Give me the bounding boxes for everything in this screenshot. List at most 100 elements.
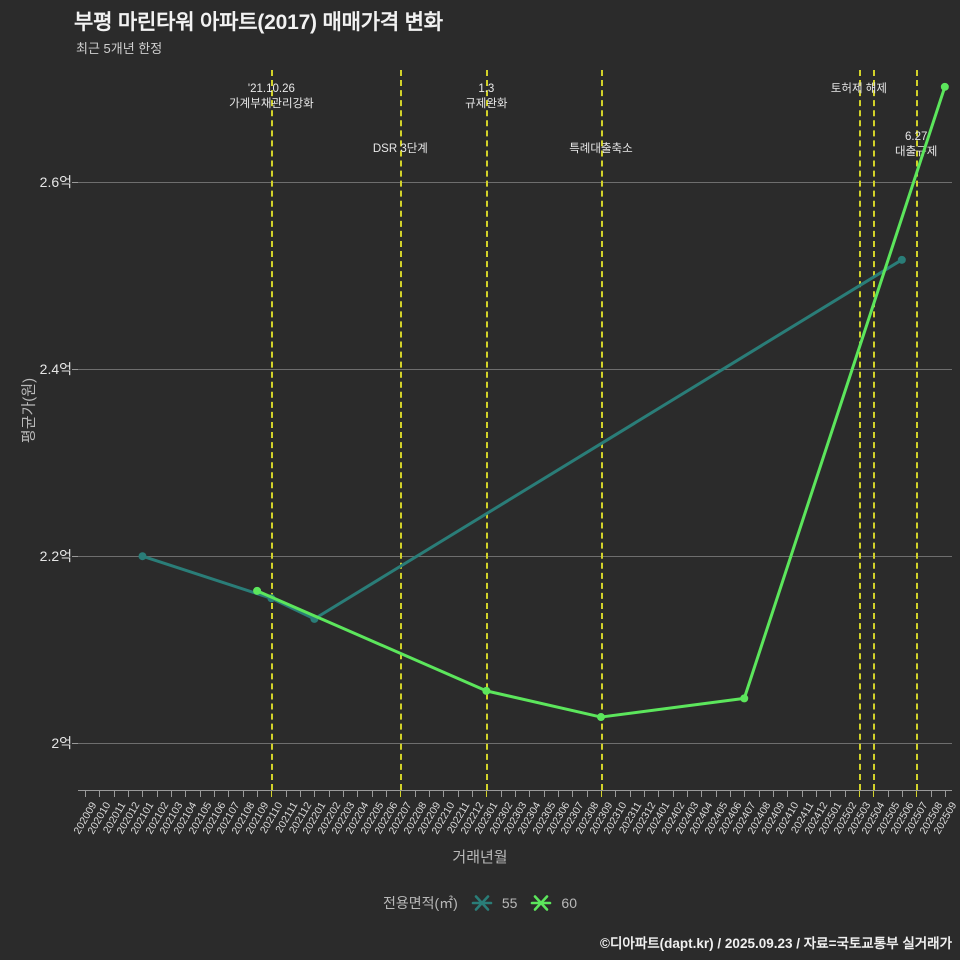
event-annotation: 토허제 해제 [831, 82, 887, 97]
y-axis-tick-label: 2.4억 [39, 361, 72, 378]
x-axis-tick-mark [600, 791, 602, 797]
x-axis-title: 거래년월 [452, 849, 508, 866]
x-axis-tick-mark [314, 791, 316, 797]
event-annotation-label: 토허제 해제 [830, 83, 887, 95]
x-axis-tick-mark [815, 791, 817, 797]
x-axis-tick-mark [658, 791, 660, 797]
x-axis-tick-mark [672, 791, 674, 797]
x-axis-tick-mark [500, 791, 502, 797]
event-annotation-label: 가계부채관리강화 [229, 98, 314, 110]
event-line [271, 70, 274, 790]
gridline [78, 556, 952, 558]
asterisk-icon-60 [531, 895, 552, 911]
legend-item-55[interactable]: 55 [471, 893, 518, 913]
footer-credit: ©디아파트(dapt.kr) / 2025.09.23 / 자료=국토교통부 실… [600, 936, 952, 951]
x-axis-tick-mark [930, 791, 932, 797]
series-line-60 [255, 85, 947, 719]
x-axis-tick-mark [729, 791, 731, 797]
x-axis-tick-mark [400, 791, 402, 797]
x-axis-tick-mark [830, 791, 832, 797]
x-axis-tick-mark [228, 791, 230, 797]
data-point-60[interactable] [482, 686, 491, 695]
x-axis-tick-mark [457, 791, 459, 797]
x-axis-tick-mark [758, 791, 760, 797]
x-axis-tick-mark [801, 791, 803, 797]
event-annotation: 1.3 규제완화 [465, 82, 507, 112]
x-axis-tick-mark [199, 791, 201, 797]
x-axis-tick-mark [285, 791, 287, 797]
legend-label-55: 55 [501, 895, 518, 911]
x-axis-tick-mark [529, 791, 531, 797]
x-axis-tick-mark [772, 791, 774, 797]
x-axis-tick-mark [586, 791, 588, 797]
data-point-60[interactable] [253, 586, 262, 595]
event-annotation-label: DSR 3단계 [372, 143, 428, 155]
x-axis-tick-mark [128, 791, 130, 797]
y-axis-ticks: 2억 2.2억 2.4억 2.6억 [0, 70, 960, 790]
gridline [78, 182, 952, 184]
x-axis-tick-mark [944, 791, 946, 797]
x-axis-tick-mark [787, 791, 789, 797]
series-line-55 [140, 258, 904, 621]
legend-label-60: 60 [561, 895, 577, 911]
x-axis-tick-mark [844, 791, 846, 797]
event-annotation: '21.10.26 가계부채관리강화 [229, 82, 314, 112]
event-annotation-label: 대출규제 [895, 146, 938, 158]
data-point-55[interactable] [138, 552, 147, 561]
x-axis-tick-mark [515, 791, 516, 797]
x-axis-tick-mark [629, 791, 631, 797]
y-axis-tick-label: 2.6억 [39, 174, 72, 191]
x-axis-tick-mark [543, 791, 545, 797]
x-axis-tick-mark [85, 791, 87, 797]
gridline [78, 369, 952, 371]
x-axis-tick-mark [357, 791, 359, 797]
event-annotation: DSR 3단계 [373, 142, 428, 157]
event-line [600, 70, 603, 790]
event-annotation-date: 6.27 [904, 131, 928, 143]
page-title: 부평 마린타워 아파트(2017) 매매가격 변화 [74, 11, 443, 34]
event-annotation-date: 1.3 [478, 83, 495, 95]
x-axis-tick-mark [156, 791, 158, 797]
legend-item-60[interactable]: 60 [530, 893, 577, 913]
x-axis-tick-mark [916, 791, 918, 797]
legend: 전용면적(㎡) 55 60 [0, 893, 960, 913]
event-line [486, 70, 489, 790]
x-axis-tick-mark [643, 791, 645, 797]
x-axis-tick-mark [858, 791, 860, 797]
event-line [400, 70, 403, 790]
plot-area: '21.10.26 가계부채관리강화 DSR 3단계 1.3 규제완화 특례대출축소 토허제… [78, 70, 952, 790]
x-axis-tick-mark [557, 791, 559, 797]
x-axis-line [78, 790, 952, 791]
data-point-60[interactable] [596, 713, 605, 722]
x-axis-tick-mark [472, 791, 474, 797]
x-axis-tick-mark [371, 791, 373, 797]
x-axis-tick-mark [615, 791, 617, 797]
legend-title: 전용면적(㎡) [382, 895, 458, 911]
data-point-55[interactable] [897, 255, 906, 264]
y-axis-tick-label: 2억 [51, 735, 72, 752]
data-point-60[interactable] [740, 694, 749, 703]
x-axis-tick-mark [701, 791, 703, 797]
event-annotation: 6.27 대출규제 [895, 130, 937, 160]
data-point-60[interactable] [940, 82, 949, 91]
x-axis-tick-mark [715, 791, 717, 797]
y-axis-tick-mark [72, 743, 78, 745]
event-annotation-label: 규제완화 [465, 98, 508, 110]
x-axis-tick-mark [99, 791, 101, 797]
chart-subtitle: 최근 5개년 한정 [76, 41, 163, 56]
x-axis-tick-mark [113, 791, 115, 797]
x-axis-tick-mark [142, 791, 144, 797]
x-axis-tick-mark [271, 791, 273, 797]
x-axis-tick-mark [443, 791, 445, 797]
asterisk-icon-55 [471, 895, 493, 911]
x-axis-tick-mark [214, 791, 216, 797]
x-axis-tick-mark [486, 791, 488, 797]
event-line [916, 70, 919, 790]
gridline [78, 743, 952, 745]
x-axis-tick-mark [171, 791, 173, 797]
event-line [873, 70, 876, 790]
x-axis-tick-mark [887, 791, 889, 797]
x-axis-tick-mark [257, 791, 259, 797]
x-axis-tick-mark [386, 791, 388, 797]
